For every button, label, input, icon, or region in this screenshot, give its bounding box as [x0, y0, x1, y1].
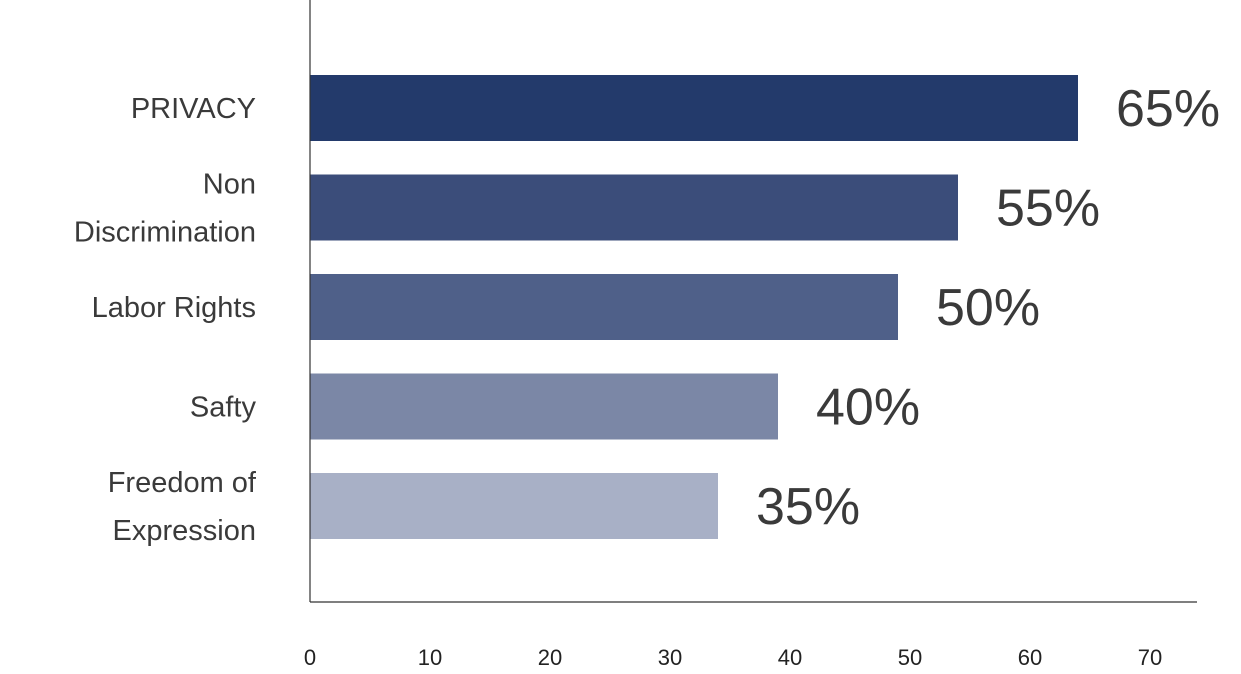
- x-tick-label: 40: [778, 645, 802, 670]
- x-tick-label: 10: [418, 645, 442, 670]
- x-tick-label: 0: [304, 645, 316, 670]
- x-axis-ticks: 0 10 20 30 40 50 60 70: [304, 645, 1162, 670]
- category-label: Expression: [113, 515, 256, 547]
- bars: [310, 75, 1078, 539]
- category-label: Non: [203, 169, 256, 201]
- bar: [310, 75, 1078, 141]
- data-label: 50%: [936, 279, 1040, 337]
- x-tick-label: 20: [538, 645, 562, 670]
- bar: [310, 174, 958, 241]
- category-label: Safty: [190, 392, 257, 424]
- data-label: 55%: [996, 180, 1100, 238]
- x-tick-label: 50: [898, 645, 922, 670]
- bar: [310, 274, 898, 340]
- data-labels: 65% 55% 50% 40% 35%: [756, 80, 1220, 536]
- data-label: 35%: [756, 478, 860, 536]
- category-label: Labor Rights: [92, 292, 256, 324]
- x-tick-label: 30: [658, 645, 682, 670]
- category-label: Discrimination: [74, 217, 256, 249]
- category-label: PRIVACY: [131, 93, 256, 125]
- x-tick-label: 70: [1138, 645, 1162, 670]
- x-tick-label: 60: [1018, 645, 1042, 670]
- data-label: 40%: [816, 379, 920, 437]
- bar: [310, 473, 718, 539]
- category-labels: PRIVACY Non Discrimination Labor Rights Saft…: [74, 93, 257, 547]
- data-label: 65%: [1116, 80, 1220, 138]
- category-label: Freedom of: [108, 467, 257, 499]
- bar: [310, 373, 778, 440]
